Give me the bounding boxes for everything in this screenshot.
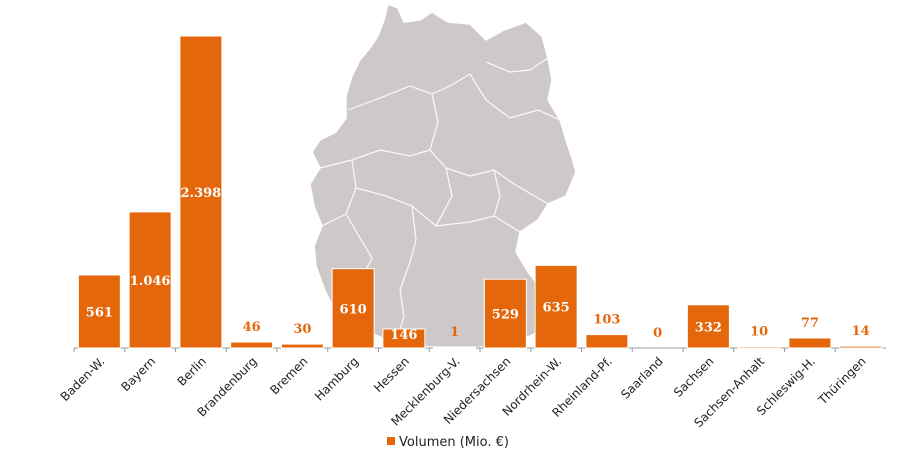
bar-baden-w- <box>77 274 121 349</box>
value-label: 77 <box>801 316 819 331</box>
value-label: 2.398 <box>181 186 222 201</box>
bar-berlin <box>179 35 223 349</box>
value-label: 561 <box>86 306 113 321</box>
bar-rheinland-pf- <box>585 334 629 349</box>
bar-bayern <box>128 211 172 349</box>
legend-swatch <box>387 437 395 445</box>
value-label: 10 <box>750 325 768 340</box>
value-label: 529 <box>492 308 519 323</box>
value-label: 332 <box>695 320 722 335</box>
category-label: Thüringen <box>815 354 869 408</box>
value-label: 103 <box>593 313 620 328</box>
value-label: 0 <box>653 326 662 341</box>
category-label: Hamburg <box>312 354 361 403</box>
category-label: Bremen <box>267 354 310 397</box>
bar-sachsen-anhalt <box>737 346 781 349</box>
bar-schleswig-h- <box>788 337 832 349</box>
value-label: 1.046 <box>130 274 171 289</box>
bar-thüringen <box>839 345 883 349</box>
bars-group <box>77 35 883 349</box>
category-label: Saarland <box>618 354 665 401</box>
category-label: Bayern <box>118 354 158 394</box>
bar-hamburg <box>331 268 375 349</box>
legend-label: Volumen (Mio. €) <box>399 435 509 450</box>
bar-nordrhein-w- <box>534 264 578 349</box>
bar-sachsen <box>686 304 730 349</box>
category-label: Sachsen <box>671 354 717 400</box>
bar-brandenburg <box>230 341 274 349</box>
legend: Volumen (Mio. €) <box>387 435 509 450</box>
x-axis-ticks <box>73 348 836 352</box>
value-label: 146 <box>390 328 417 343</box>
value-label: 610 <box>340 302 367 317</box>
category-label: Berlin <box>174 354 209 389</box>
bar-hessen <box>382 328 426 349</box>
value-labels-group: 561 1.046 2.398 46 30 610 146 1 529 635 103 0 332 10 7… <box>86 186 870 343</box>
category-label: Hessen <box>371 354 412 395</box>
value-label: 46 <box>243 320 261 335</box>
value-label: 30 <box>293 322 311 337</box>
value-label: 1 <box>450 325 459 340</box>
bar-bremen <box>280 343 324 349</box>
bar-mecklenburg-v- <box>433 346 477 349</box>
value-label: 635 <box>543 301 570 316</box>
bar-niedersachsen <box>483 278 527 349</box>
value-label: 14 <box>852 324 870 339</box>
category-label: Baden-W. <box>58 354 108 404</box>
